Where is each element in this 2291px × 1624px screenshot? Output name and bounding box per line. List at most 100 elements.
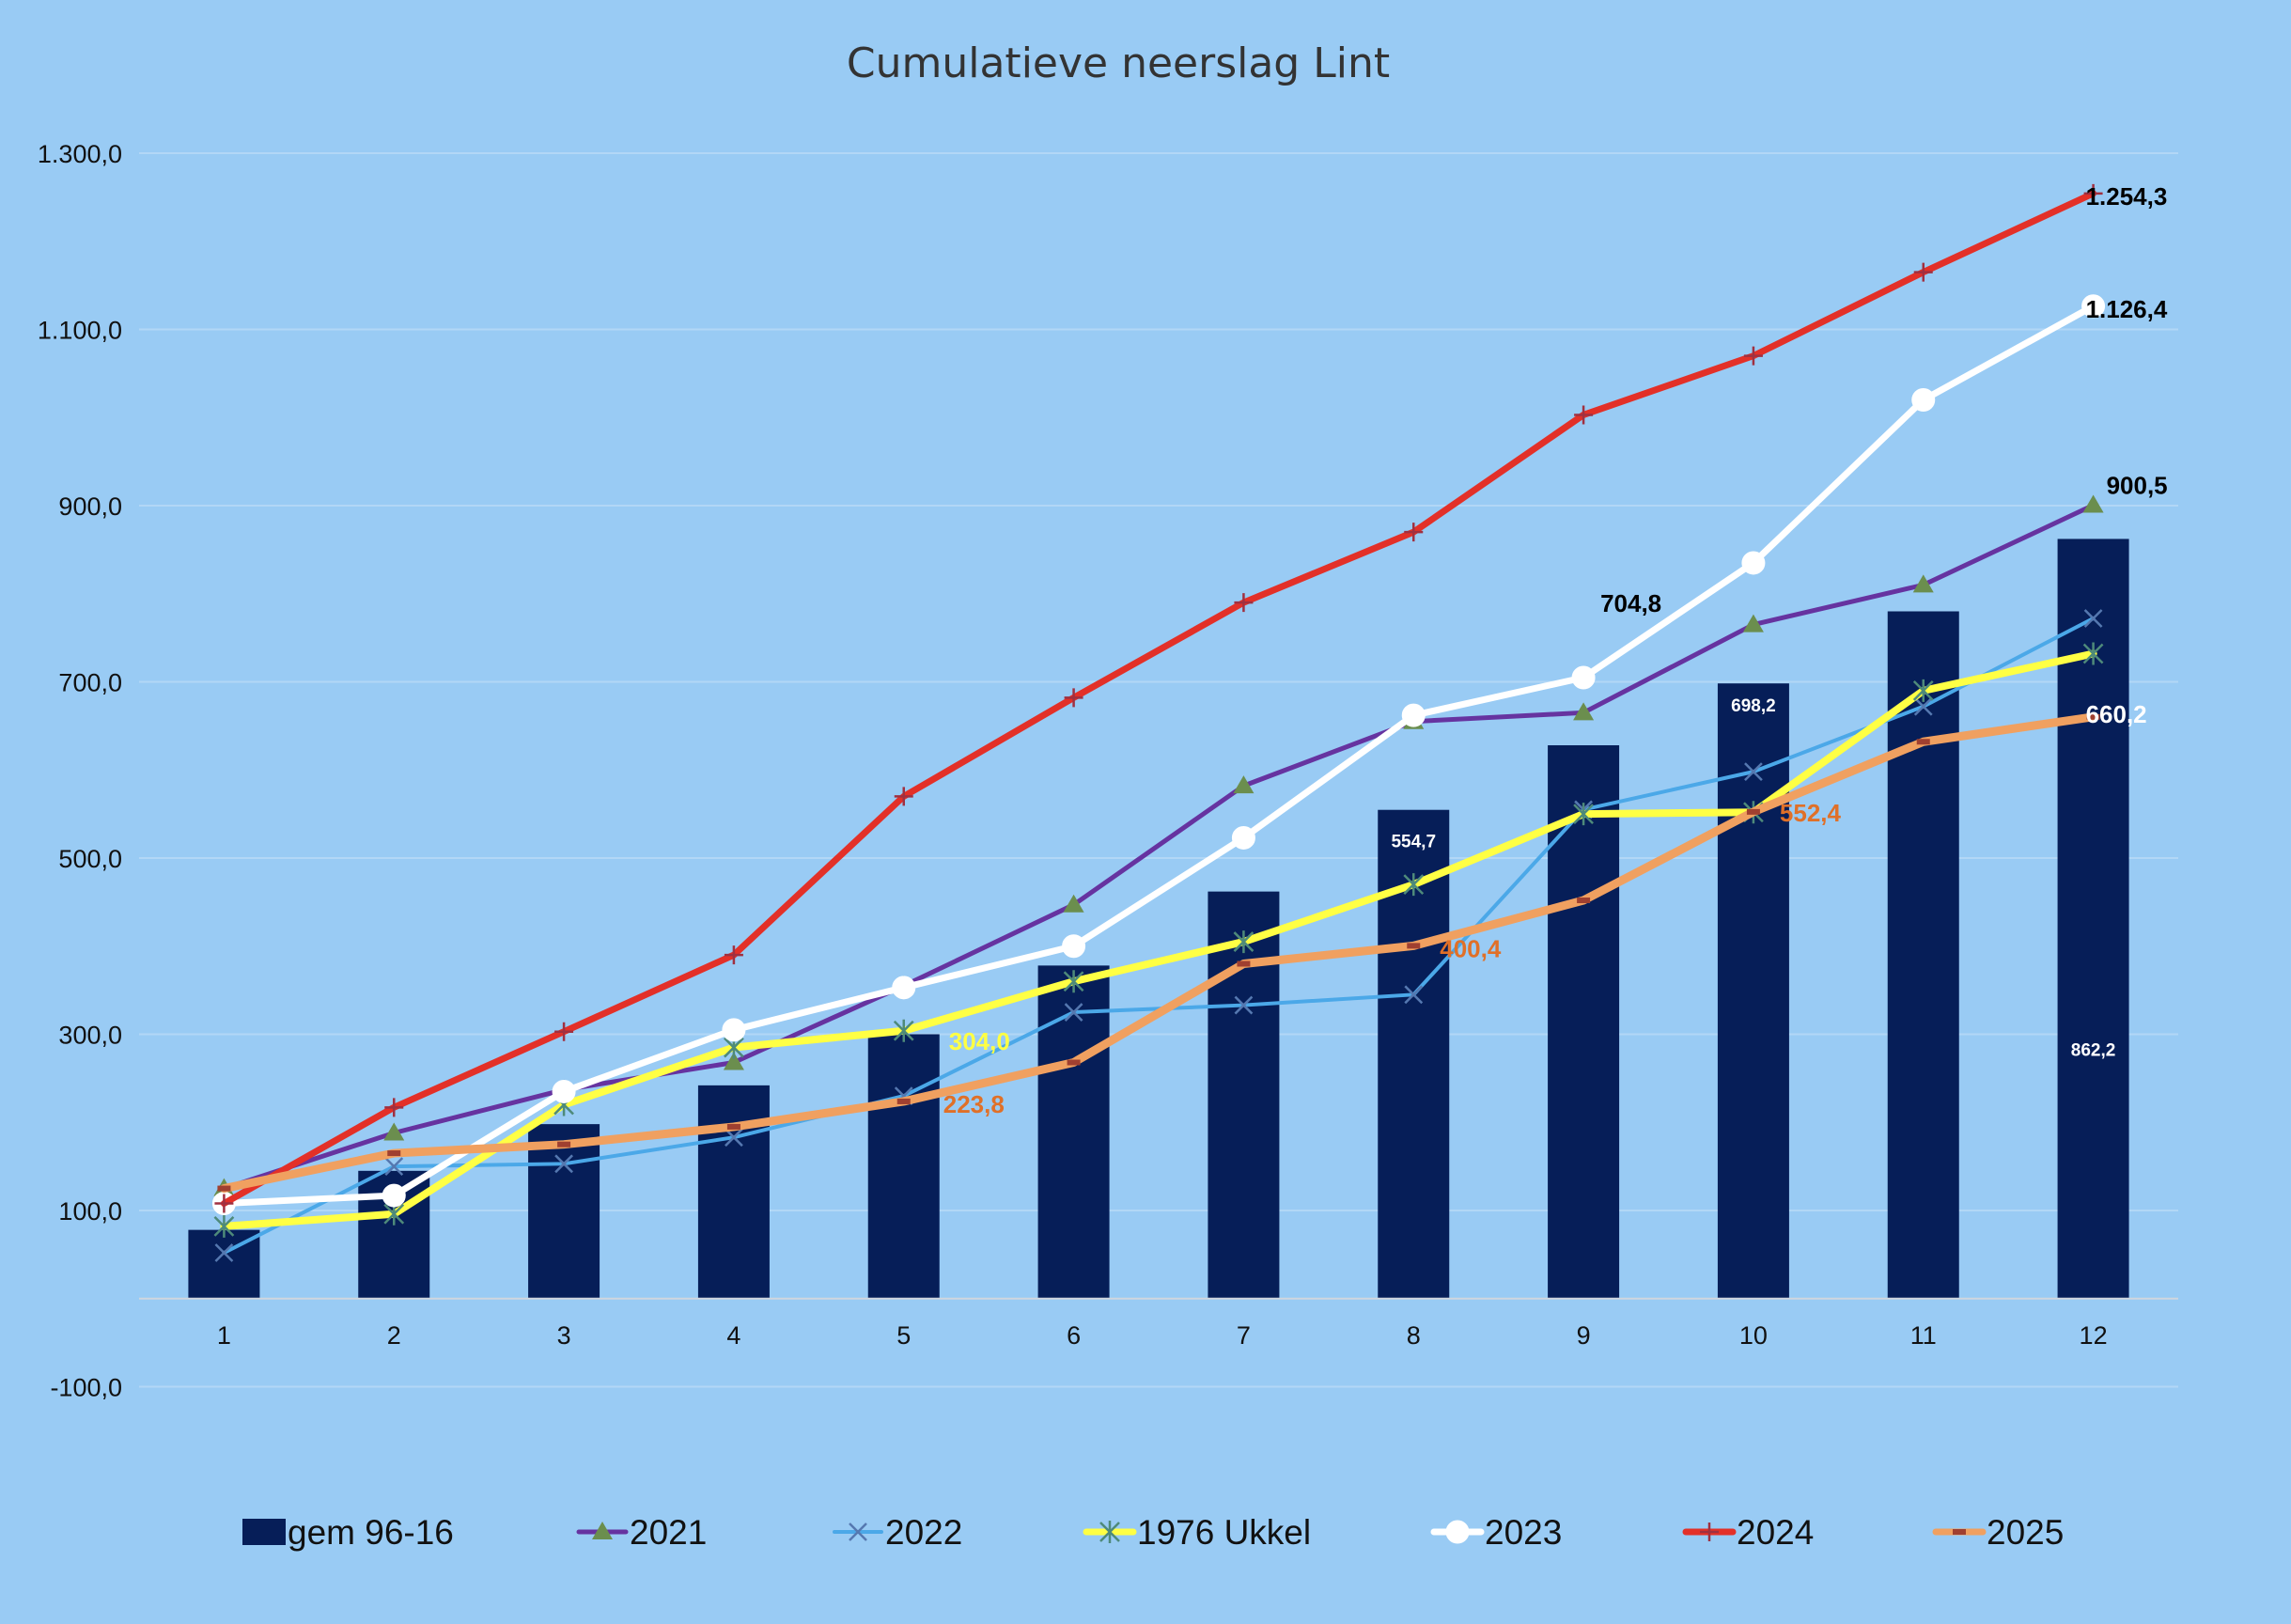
point-2025-3 bbox=[557, 1141, 571, 1148]
point-2022-7 bbox=[1234, 995, 1254, 1015]
y-axis: -100,0 100,0 300,0 500,0 700,0 900,0 1.100,0 1.… bbox=[38, 140, 122, 1402]
bar-11 bbox=[1887, 611, 1959, 1299]
y-tick-label: 300,0 bbox=[58, 1022, 122, 1050]
point-2022-12 bbox=[2083, 609, 2103, 628]
legend-swatch-marker bbox=[849, 1522, 867, 1541]
y-tick-label: 1.100,0 bbox=[38, 317, 122, 345]
point-2022-11 bbox=[1913, 696, 1933, 716]
point-2021-6 bbox=[1063, 894, 1084, 913]
legend-label: 2025 bbox=[1987, 1513, 2064, 1552]
legend-item-2023: 2023 bbox=[1430, 1513, 1562, 1552]
y-tick-label: 700,0 bbox=[58, 669, 122, 697]
data-label: 552,4 bbox=[1780, 799, 1842, 827]
point-2023-5 bbox=[892, 976, 916, 1000]
series-2024 bbox=[214, 183, 2103, 1213]
point-2025-10 bbox=[1746, 808, 1760, 815]
data-label: 660,2 bbox=[2086, 700, 2147, 728]
point-2021-7 bbox=[1233, 775, 1255, 794]
x-tick-label: 12 bbox=[2080, 1321, 2108, 1350]
point-2024-11 bbox=[1913, 262, 1933, 282]
line-2024 bbox=[220, 190, 2097, 1207]
point-2021-11 bbox=[1912, 574, 1934, 593]
point-2022-8 bbox=[1404, 985, 1424, 1005]
data-label: 304,0 bbox=[949, 1027, 1010, 1055]
legend-label: 1976 Ukkel bbox=[1137, 1513, 1311, 1552]
point-2024-10 bbox=[1743, 346, 1763, 366]
point-2023-8 bbox=[1401, 703, 1426, 727]
point-2023-11 bbox=[1911, 388, 1936, 412]
gridlines bbox=[139, 152, 2178, 1388]
bar-12 bbox=[2057, 539, 2129, 1299]
point-2024-5 bbox=[894, 787, 913, 806]
x-tick-label: 6 bbox=[1067, 1321, 1081, 1350]
point-2023-9 bbox=[1571, 665, 1596, 690]
point-1976-ukkel-8 bbox=[1403, 873, 1425, 897]
series-2023 bbox=[211, 294, 2106, 1215]
legend-item-2021: 2021 bbox=[576, 1513, 707, 1552]
point-2023-6 bbox=[1062, 934, 1086, 959]
point-2025-11 bbox=[1916, 739, 1930, 745]
point-1976-ukkel-12 bbox=[2082, 642, 2104, 665]
point-1976-ukkel-6 bbox=[1063, 970, 1084, 993]
point-2024-8 bbox=[1404, 523, 1424, 542]
data-label: 1.126,4 bbox=[2086, 295, 2168, 323]
line-series bbox=[211, 183, 2106, 1262]
legend-swatch-marker bbox=[1445, 1520, 1470, 1544]
line-1976-ukkel bbox=[220, 649, 2097, 1230]
point-2024-6 bbox=[1064, 688, 1083, 708]
x-tick-label: 8 bbox=[1407, 1321, 1421, 1350]
line-2025 bbox=[219, 712, 2098, 1194]
legend-item-2025: 2025 bbox=[1932, 1513, 2064, 1552]
x-tick-label: 3 bbox=[557, 1321, 571, 1350]
point-2022-1 bbox=[214, 1243, 234, 1262]
y-tick-label: 500,0 bbox=[58, 845, 122, 873]
y-tick-label: 1.300,0 bbox=[38, 140, 122, 168]
point-2025-7 bbox=[1237, 960, 1251, 967]
point-2023-3 bbox=[552, 1079, 576, 1103]
point-1976-ukkel-9 bbox=[1573, 803, 1594, 826]
data-label: 400,4 bbox=[1440, 934, 1502, 962]
series-2025 bbox=[217, 712, 2100, 1194]
y-tick-label: 900,0 bbox=[58, 492, 122, 521]
point-2021-2 bbox=[383, 1122, 405, 1141]
legend-label: 2021 bbox=[630, 1513, 707, 1552]
bar-5 bbox=[867, 1034, 940, 1299]
point-2025-5 bbox=[896, 1098, 911, 1104]
point-2022-6 bbox=[1064, 1003, 1083, 1022]
point-2023-4 bbox=[722, 1018, 746, 1042]
series-2021 bbox=[213, 494, 2104, 1196]
x-tick-label: 1 bbox=[217, 1321, 231, 1350]
point-2021-12 bbox=[2082, 494, 2104, 513]
point-2024-3 bbox=[554, 1022, 574, 1041]
bar-10 bbox=[1717, 683, 1789, 1299]
point-1976-ukkel-7 bbox=[1233, 930, 1255, 954]
bar-3 bbox=[528, 1124, 600, 1299]
point-2024-1 bbox=[214, 1194, 234, 1213]
point-2022-10 bbox=[1744, 762, 1763, 782]
point-2024-12 bbox=[2083, 183, 2103, 203]
x-axis: 1 2 3 4 5 6 7 8 9 10 11 12 bbox=[217, 1321, 2108, 1350]
line-2021 bbox=[221, 503, 2096, 1192]
legend-label: 2023 bbox=[1485, 1513, 1562, 1552]
data-label: 1.254,3 bbox=[2086, 182, 2168, 211]
legend-swatch bbox=[242, 1519, 286, 1545]
legend-swatch-marker bbox=[592, 1522, 613, 1539]
point-2023-10 bbox=[1741, 551, 1766, 575]
chart-title: Cumulatieve neerslag Lint bbox=[847, 39, 1390, 87]
x-tick-label: 2 bbox=[387, 1321, 401, 1350]
point-1976-ukkel-1 bbox=[213, 1214, 235, 1238]
legend-swatch-marker bbox=[1953, 1529, 1966, 1535]
y-tick-label: 100,0 bbox=[58, 1197, 122, 1226]
bar-6 bbox=[1037, 965, 1110, 1299]
legend-item-2024: 2024 bbox=[1682, 1513, 1814, 1552]
point-1976-ukkel-5 bbox=[893, 1019, 914, 1042]
data-labels: 1.254,3 1.126,4 900,5 660,2 704,8 552,4 400,4 3… bbox=[943, 182, 2168, 1118]
series-2022 bbox=[214, 609, 2103, 1262]
point-1976-ukkel-11 bbox=[1912, 679, 1934, 702]
legend-item-1976-ukkel: 1976 Ukkel bbox=[1083, 1513, 1311, 1552]
legend-swatch-marker bbox=[1700, 1522, 1719, 1541]
point-2025-1 bbox=[217, 1185, 231, 1192]
bar-4 bbox=[697, 1085, 770, 1299]
